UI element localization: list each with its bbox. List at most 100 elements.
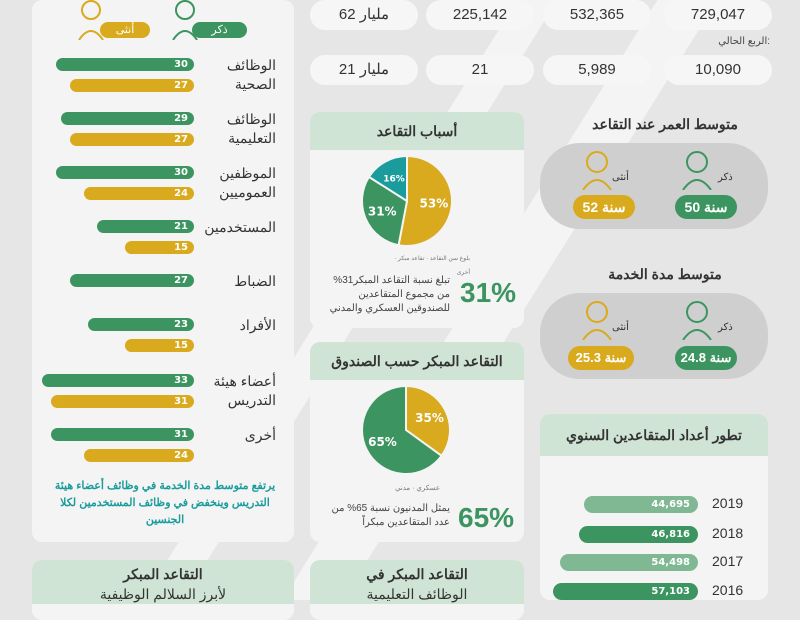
trend-year-label: 2017 <box>712 553 744 569</box>
avg-service-male: 24.8 سنة <box>675 346 737 370</box>
reasons-big-percent: 31% <box>460 277 517 308</box>
legend-male: ذكر <box>192 22 247 38</box>
male-bar: 30 <box>56 58 194 71</box>
bar-value-label: 27 <box>174 275 188 286</box>
pie-slice-label: 53% <box>420 197 449 211</box>
reasons-note: تبلغ نسبة التقاعد المبكر31% من مجموع الم… <box>329 275 450 314</box>
stat-civil: 532,365 <box>543 0 651 30</box>
pie-slice-label: 31% <box>368 205 397 219</box>
avg-service-title: متوسط مدة الخدمة <box>608 266 722 282</box>
trend-title: تطور أعداد المتقاعدين السنوي <box>540 414 768 456</box>
pie-slice-label: 65% <box>368 435 397 449</box>
trend-bar-value: 54,498 <box>651 557 690 568</box>
pie-slice-label: 16% <box>383 174 405 184</box>
fund-pie: 35% 65% <box>362 386 451 475</box>
bar-value-label: 30 <box>174 167 188 178</box>
bottom-left-title: التقاعد المبكر لأبرز السلالم الوظيفية <box>32 560 294 604</box>
female-bar: 27 <box>69 133 194 146</box>
trend-bar-value: 57,103 <box>651 586 690 597</box>
category-label: أخرى <box>244 427 276 443</box>
female-bar: 15 <box>125 241 194 254</box>
female-bar: 24 <box>83 449 194 462</box>
bar-value-label: 24 <box>174 450 188 461</box>
male-bar: 27 <box>69 274 194 287</box>
female-avatar-icon <box>582 151 612 190</box>
female-bar: 31 <box>51 395 194 408</box>
reasons-title: أسباب التقاعد <box>310 112 524 150</box>
male-bar: 30 <box>56 166 194 179</box>
stat-military: 225,142 <box>426 0 534 30</box>
female-bar: 27 <box>69 79 194 92</box>
bar-value-label: 30 <box>174 59 188 70</box>
pie2-legend-a: عسكري <box>416 485 441 492</box>
reasons-pie: 53% 31% 16% <box>362 156 453 247</box>
female-bar: 24 <box>83 187 194 200</box>
trend-bar-value: 44,695 <box>651 499 690 510</box>
bar-value-label: 27 <box>174 134 188 145</box>
female-avatar-icon <box>582 301 612 340</box>
stat-quarter-military: 21 <box>426 55 534 85</box>
male-avatar-icon <box>682 301 712 340</box>
bar-value-label: 21 <box>174 221 188 232</box>
category-label: الضباط <box>234 273 276 289</box>
bar-value-label: 23 <box>174 319 188 330</box>
avg-age-female-label: أنثى <box>612 172 629 183</box>
avg-service-female-label: أنثى <box>612 322 629 333</box>
male-bar: 23 <box>88 318 194 331</box>
bottom-mid-title: التقاعد المبكر في الوظائف التعليمية <box>310 560 524 604</box>
stat-quarter-amount: 21 مليار <box>310 55 418 85</box>
category-label: أعضاء هيئة التدريس <box>213 373 276 408</box>
stat-quarter-total: 10,090 <box>664 55 772 85</box>
legend-female: أنثى <box>100 22 150 38</box>
trend-bar: 46,816 <box>579 526 698 543</box>
trend-bar: 54,498 <box>559 554 698 571</box>
pie-slice <box>397 156 453 247</box>
pie-slice-label: 35% <box>415 411 444 425</box>
pie1-legend-c: أخرى <box>456 270 470 276</box>
pie2-legend-b: مدني <box>394 485 411 492</box>
quarter-label: الربع الحالي: <box>718 36 770 47</box>
pie-slice <box>367 156 408 203</box>
pie1-legend-b: تقاعد مبكر <box>397 256 425 262</box>
bottom-mid-title-line2: الوظائف التعليمية <box>366 586 468 602</box>
male-avatar-icon <box>682 151 712 190</box>
category-label: الوظائف التعليمية <box>226 111 276 146</box>
avg-age-title: متوسط العمر عند التقاعد <box>592 116 738 132</box>
pie-slice <box>362 386 443 475</box>
avg-age-male-label: ذكر <box>718 172 733 183</box>
service-note: يرتفع متوسط مدة الخدمة في وظائف أعضاء هي… <box>54 480 276 526</box>
bar-value-label: 15 <box>174 242 188 253</box>
avg-service-male-label: ذكر <box>718 322 733 333</box>
trend-bar: 57,103 <box>552 583 698 600</box>
bar-value-label: 15 <box>174 340 188 351</box>
bottom-mid-title-line1: التقاعد المبكر في <box>366 566 468 582</box>
trend-year-label: 2016 <box>712 582 744 598</box>
category-label: الوظائف الصحية <box>226 57 276 92</box>
fund-note: يمثل المدنيون نسبة 65% من عدد المتقاعدين… <box>331 503 450 528</box>
female-person-icon <box>78 0 104 40</box>
fund-big-percent: 65% <box>458 502 515 533</box>
female-bar: 15 <box>125 339 194 352</box>
male-bar: 33 <box>42 374 194 387</box>
male-bar: 29 <box>60 112 194 125</box>
category-label: الموظفين العموميين <box>219 165 276 200</box>
fund-title: التقاعد المبكر حسب الصندوق <box>310 342 524 380</box>
bar-value-label: 27 <box>174 80 188 91</box>
bottom-left-title-line2: لأبرز السلالم الوظيفية <box>99 586 227 602</box>
male-bar: 21 <box>97 220 194 233</box>
category-label: المستخدمين <box>204 219 276 235</box>
bottom-left-title-line1: التقاعد المبكر <box>123 566 203 582</box>
bar-value-label: 31 <box>174 429 188 440</box>
trend-bar-value: 46,816 <box>651 529 690 540</box>
bar-value-label: 31 <box>174 396 188 407</box>
avg-age-oval <box>540 143 768 229</box>
bar-value-label: 33 <box>174 375 188 386</box>
trend-year-label: 2018 <box>712 525 744 541</box>
male-bar: 31 <box>51 428 194 441</box>
pie2-legend: عسكري · مدني <box>394 485 441 492</box>
category-label: الأفراد <box>239 317 276 333</box>
avg-age-female: 52 سنة <box>573 195 635 219</box>
bar-value-label: 29 <box>174 113 188 124</box>
male-person-icon <box>172 0 198 40</box>
avg-service-female: 25.3 سنة <box>568 346 634 370</box>
